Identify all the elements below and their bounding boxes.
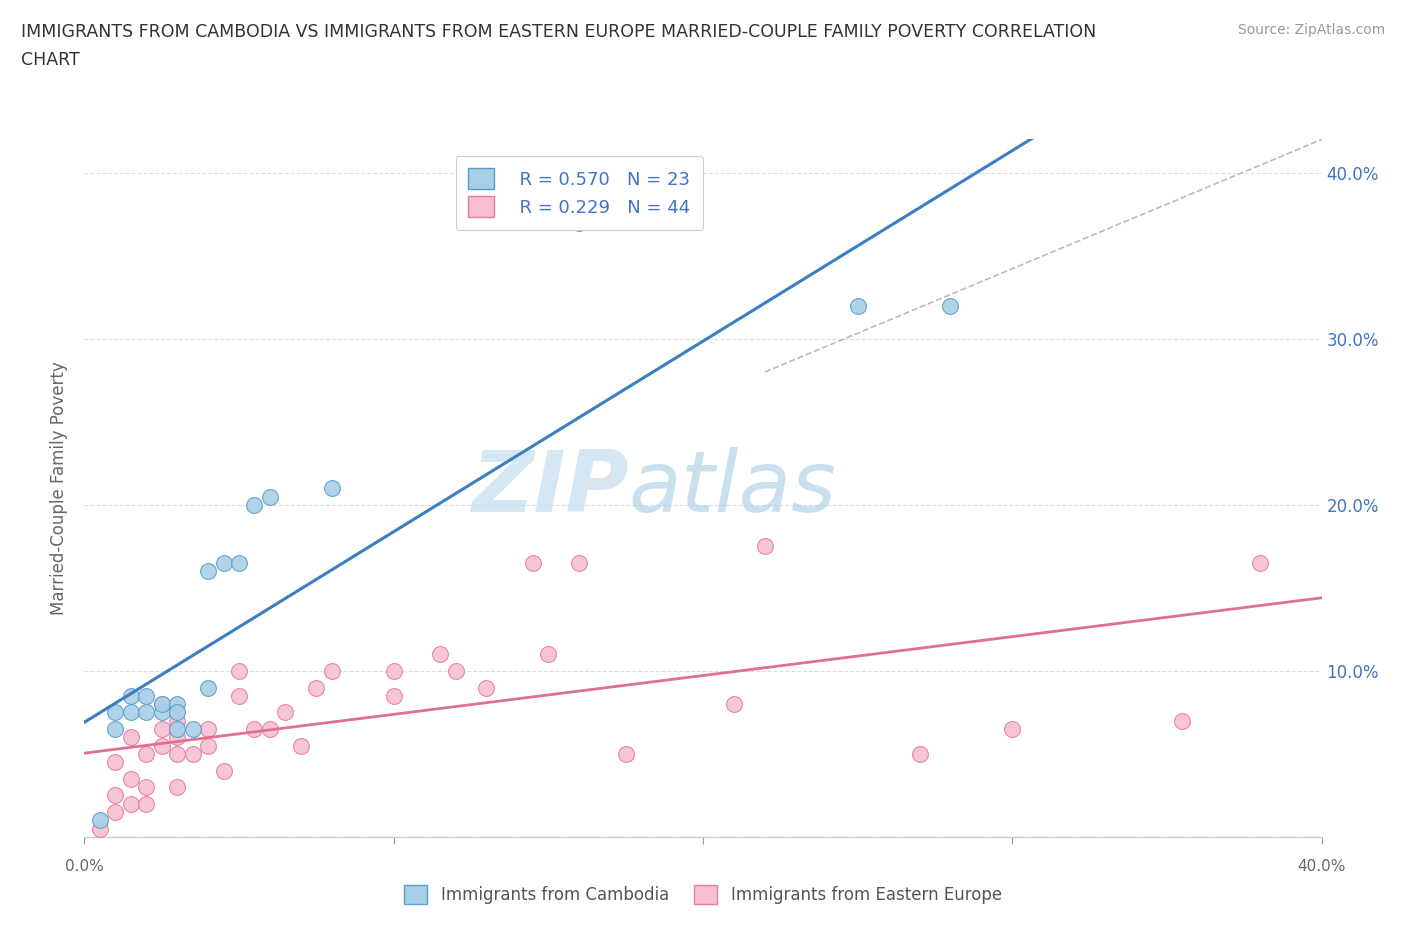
Point — [475, 680, 498, 695]
Point — [568, 555, 591, 570]
Point — [1249, 555, 1271, 570]
Point — [166, 697, 188, 711]
Point — [197, 680, 219, 695]
Point — [243, 722, 266, 737]
Point — [321, 663, 343, 678]
Text: Source: ZipAtlas.com: Source: ZipAtlas.com — [1237, 23, 1385, 37]
Point — [723, 697, 745, 711]
Point — [120, 772, 142, 787]
Point — [1001, 722, 1024, 737]
Text: 40.0%: 40.0% — [1298, 859, 1346, 874]
Point — [197, 722, 219, 737]
Point — [228, 688, 250, 703]
Text: IMMIGRANTS FROM CAMBODIA VS IMMIGRANTS FROM EASTERN EUROPE MARRIED-COUPLE FAMILY: IMMIGRANTS FROM CAMBODIA VS IMMIGRANTS F… — [21, 23, 1097, 41]
Point — [429, 647, 451, 662]
Point — [120, 688, 142, 703]
Point — [150, 738, 173, 753]
Point — [181, 747, 204, 762]
Point — [243, 498, 266, 512]
Point — [89, 821, 111, 836]
Point — [614, 747, 637, 762]
Point — [197, 738, 219, 753]
Point — [537, 647, 560, 662]
Point — [120, 705, 142, 720]
Point — [135, 688, 157, 703]
Point — [522, 555, 544, 570]
Point — [228, 555, 250, 570]
Point — [1171, 713, 1194, 728]
Point — [89, 813, 111, 828]
Point — [166, 730, 188, 745]
Point — [166, 747, 188, 762]
Point — [259, 722, 281, 737]
Point — [166, 779, 188, 794]
Legend: Immigrants from Cambodia, Immigrants from Eastern Europe: Immigrants from Cambodia, Immigrants fro… — [396, 876, 1010, 912]
Point — [104, 755, 127, 770]
Point — [120, 730, 142, 745]
Text: ZIP: ZIP — [471, 446, 628, 530]
Point — [274, 705, 297, 720]
Point — [135, 705, 157, 720]
Point — [568, 215, 591, 230]
Point — [197, 564, 219, 578]
Point — [150, 697, 173, 711]
Point — [321, 481, 343, 496]
Point — [104, 788, 127, 803]
Point — [166, 705, 188, 720]
Y-axis label: Married-Couple Family Poverty: Married-Couple Family Poverty — [51, 362, 69, 615]
Point — [846, 299, 869, 313]
Point — [104, 705, 127, 720]
Text: CHART: CHART — [21, 51, 80, 69]
Point — [135, 779, 157, 794]
Point — [120, 796, 142, 811]
Point — [135, 796, 157, 811]
Point — [181, 722, 204, 737]
Point — [382, 663, 405, 678]
Point — [259, 489, 281, 504]
Point — [166, 722, 188, 737]
Point — [212, 555, 235, 570]
Point — [104, 804, 127, 819]
Point — [305, 680, 328, 695]
Point — [135, 747, 157, 762]
Point — [150, 722, 173, 737]
Point — [382, 688, 405, 703]
Point — [212, 764, 235, 778]
Point — [166, 713, 188, 728]
Legend:   R = 0.570   N = 23,   R = 0.229   N = 44: R = 0.570 N = 23, R = 0.229 N = 44 — [456, 155, 703, 230]
Point — [444, 663, 467, 678]
Point — [754, 539, 776, 554]
Text: atlas: atlas — [628, 446, 837, 530]
Point — [908, 747, 931, 762]
Point — [290, 738, 312, 753]
Text: 0.0%: 0.0% — [65, 859, 104, 874]
Point — [228, 663, 250, 678]
Point — [150, 697, 173, 711]
Point — [104, 722, 127, 737]
Point — [939, 299, 962, 313]
Point — [150, 705, 173, 720]
